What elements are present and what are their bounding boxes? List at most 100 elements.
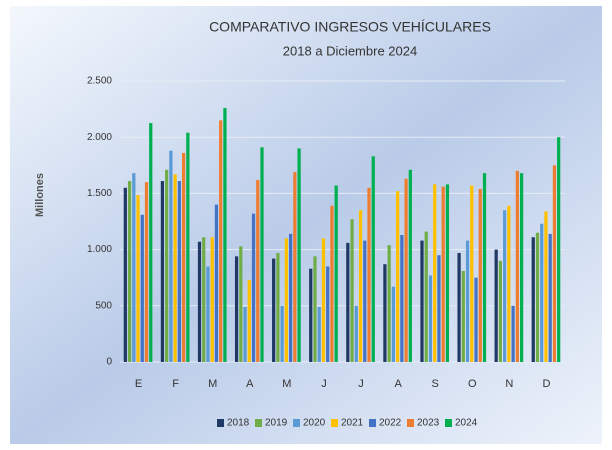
bar xyxy=(437,255,441,362)
legend-label: 2020 xyxy=(303,418,326,429)
legend-swatch xyxy=(293,419,300,427)
x-tick-label: F xyxy=(172,378,179,390)
bar xyxy=(160,181,165,362)
x-tick-label: J xyxy=(321,378,327,390)
bar xyxy=(400,234,404,362)
y-tick-label: 1.000 xyxy=(87,244,112,255)
chart-title: COMPARATIVO INGRESOS VEHÍCULARES xyxy=(209,19,491,35)
bar xyxy=(445,184,450,362)
bar xyxy=(206,266,210,362)
bar xyxy=(173,174,177,362)
bar xyxy=(169,150,173,362)
bar xyxy=(317,306,321,362)
bar xyxy=(478,188,482,362)
bar xyxy=(461,270,465,362)
y-tick-label: 1.500 xyxy=(87,188,112,199)
bar xyxy=(223,107,227,362)
bar xyxy=(354,305,358,362)
bar xyxy=(470,185,474,362)
bar xyxy=(408,169,412,362)
x-tick-label: E xyxy=(135,378,142,390)
bar xyxy=(433,184,437,362)
bar xyxy=(326,266,330,362)
bar xyxy=(186,132,190,362)
x-tick-label: S xyxy=(432,378,439,390)
bar xyxy=(284,238,288,362)
bar xyxy=(441,186,445,362)
bar xyxy=(511,305,515,362)
bar xyxy=(548,233,552,362)
y-tick-label: 2.500 xyxy=(87,76,112,87)
legend-label: 2024 xyxy=(455,418,478,429)
bar xyxy=(383,264,387,362)
x-tick-label: A xyxy=(246,378,254,390)
bar xyxy=(136,195,140,362)
bar xyxy=(531,237,535,362)
bar xyxy=(123,187,127,362)
bar xyxy=(540,223,544,362)
bar xyxy=(346,242,350,362)
bar xyxy=(330,205,334,362)
bar xyxy=(474,277,478,362)
bar xyxy=(404,178,408,362)
bar xyxy=(507,205,511,362)
bar xyxy=(519,173,524,362)
bar xyxy=(498,260,503,362)
bar xyxy=(387,245,391,362)
bar xyxy=(276,252,280,362)
legend-label: 2018 xyxy=(227,418,250,429)
bar xyxy=(465,240,470,362)
y-tick-label: 500 xyxy=(95,300,112,311)
bar xyxy=(420,240,424,362)
bar xyxy=(544,211,548,362)
x-tick-label: M xyxy=(282,378,291,390)
bar xyxy=(243,306,247,362)
bar xyxy=(165,169,169,362)
bar xyxy=(197,241,202,362)
legend-swatch xyxy=(369,419,376,427)
legend-swatch xyxy=(407,419,414,427)
bar xyxy=(144,182,149,362)
bar xyxy=(181,152,186,362)
bar xyxy=(272,258,276,362)
bar xyxy=(132,173,136,362)
bar xyxy=(367,187,371,362)
bar xyxy=(293,172,297,362)
bar xyxy=(202,237,206,362)
bar xyxy=(214,204,219,362)
bar xyxy=(309,268,313,362)
legend-label: 2019 xyxy=(265,418,288,429)
bar xyxy=(396,191,400,362)
bar xyxy=(140,214,144,362)
x-tick-label: A xyxy=(394,378,402,390)
bar xyxy=(297,148,301,362)
bar xyxy=(260,147,264,362)
bar xyxy=(219,120,223,362)
bar xyxy=(557,137,561,362)
x-tick-label: M xyxy=(208,378,217,390)
bar xyxy=(288,233,293,362)
bar xyxy=(256,179,260,362)
chart-subtitle: 2018 a Diciembre 2024 xyxy=(283,43,417,58)
x-tick-label: D xyxy=(542,378,550,390)
legend-label: 2021 xyxy=(341,418,364,429)
bar xyxy=(234,256,239,362)
bar xyxy=(334,185,338,362)
legend-swatch xyxy=(217,419,224,427)
bar xyxy=(280,305,284,362)
bar xyxy=(428,275,433,362)
bar xyxy=(321,238,326,362)
y-tick-label: 2.000 xyxy=(87,132,112,143)
bar xyxy=(371,156,375,362)
bar xyxy=(239,246,243,362)
bar xyxy=(358,210,363,362)
bar xyxy=(251,213,256,362)
y-axis-label: Millones xyxy=(34,173,46,217)
legend-label: 2023 xyxy=(417,418,440,429)
bar xyxy=(177,181,181,362)
bar xyxy=(494,249,498,362)
y-tick-label: 0 xyxy=(106,357,112,368)
x-tick-label: N xyxy=(505,378,513,390)
bar xyxy=(482,173,487,362)
